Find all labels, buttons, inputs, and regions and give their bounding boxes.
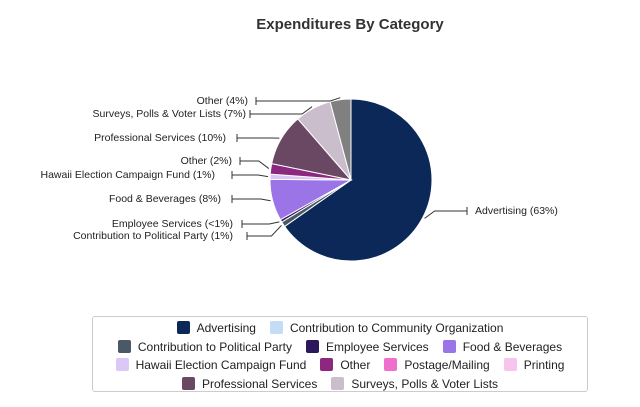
legend-row: Advertising Contribution to Community Org… bbox=[93, 319, 587, 338]
legend-item[interactable]: Professional Services bbox=[181, 375, 318, 394]
leader-line bbox=[242, 221, 280, 225]
legend-swatch bbox=[176, 321, 190, 334]
legend-label: Printing bbox=[523, 358, 565, 372]
legend-row: Hawaii Election Campaign Fund Other Postag… bbox=[93, 356, 587, 375]
legend-label: Other bbox=[340, 358, 371, 372]
leader-line bbox=[256, 97, 341, 102]
legend-swatch bbox=[331, 376, 345, 390]
legend-label: Advertising bbox=[196, 321, 256, 335]
legend-label: Employee Services bbox=[325, 339, 429, 354]
legend-row: Contribution to Political Party Employee … bbox=[93, 338, 587, 357]
slice-label: Other (4%) bbox=[197, 95, 248, 107]
legend-item[interactable]: Advertising bbox=[176, 319, 256, 338]
slice-label: Other (2%) bbox=[181, 155, 232, 167]
slice-label: Contribution to Political Party (1%) bbox=[73, 230, 233, 242]
slice-label: Professional Services (10%) bbox=[94, 132, 226, 144]
pie-slice[interactable] bbox=[283, 98, 433, 262]
legend-label: Postage/Mailing bbox=[404, 358, 490, 372]
legend-label: Food & Beverages bbox=[462, 339, 563, 354]
legend: Advertising Contribution to Community Org… bbox=[92, 316, 588, 392]
legend-item[interactable]: Food & Beverages bbox=[442, 338, 563, 357]
leader-line bbox=[247, 224, 282, 237]
legend-item[interactable]: Contribution to Political Party bbox=[117, 338, 292, 357]
legend-label: Contribution to Community Organization bbox=[289, 321, 504, 335]
slice-label: Employee Services (<1%) bbox=[112, 218, 233, 230]
legend-item[interactable]: Other bbox=[320, 356, 370, 375]
legend-swatch bbox=[269, 321, 283, 334]
legend-item[interactable]: Postage/Mailing bbox=[384, 356, 490, 375]
leader-line bbox=[424, 210, 467, 219]
legend-label: Hawaii Election Campaign Fund bbox=[135, 358, 307, 372]
slice-label: Surveys, Polls & Voter Lists (7%) bbox=[93, 108, 246, 120]
slice-label: Advertising (63%) bbox=[475, 205, 558, 217]
legend-item[interactable]: Printing bbox=[503, 356, 565, 375]
legend-swatch bbox=[181, 376, 195, 390]
legend-row: Professional Services Surveys, Polls & Vo… bbox=[93, 375, 587, 394]
leader-line bbox=[232, 174, 269, 178]
legend-item[interactable]: Hawaii Election Campaign Fund bbox=[115, 356, 307, 375]
legend-swatch bbox=[320, 358, 334, 371]
chart-title: Expenditures By Category bbox=[256, 16, 444, 33]
leader-line bbox=[232, 198, 271, 202]
legend-swatch bbox=[384, 358, 398, 371]
legend-label: Contribution to Political Party bbox=[137, 339, 292, 354]
legend-swatch bbox=[117, 339, 131, 353]
legend-swatch bbox=[442, 339, 456, 353]
slice-label: Food & Beverages (8%) bbox=[109, 193, 221, 205]
pie-slice[interactable] bbox=[329, 98, 352, 181]
legend-swatch bbox=[115, 358, 129, 371]
leader-line bbox=[250, 106, 313, 115]
legend-label: Surveys, Polls & Voter Lists bbox=[351, 376, 499, 391]
legend-item[interactable]: Contribution to Community Organization bbox=[269, 319, 504, 338]
legend-item[interactable]: Employee Services bbox=[305, 338, 429, 357]
legend-label: Professional Services bbox=[201, 376, 318, 391]
legend-swatch bbox=[305, 339, 319, 353]
legend-item[interactable]: Surveys, Polls & Voter Lists bbox=[331, 375, 498, 394]
legend-swatch bbox=[503, 358, 517, 371]
slice-label: Hawaii Election Campaign Fund (1%) bbox=[41, 169, 216, 181]
leader-line bbox=[240, 160, 270, 169]
